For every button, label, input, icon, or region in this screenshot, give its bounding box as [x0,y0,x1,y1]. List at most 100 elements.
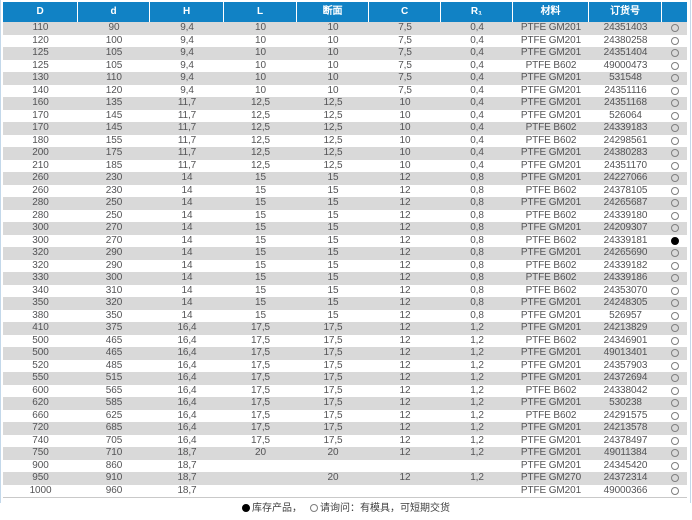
cell-d: 155 [105,134,123,146]
cell-C: 7,5 [398,59,412,71]
cell-L: 17,5 [250,322,271,333]
cell-R1: 0,4 [470,134,484,146]
cell-C: 12 [399,209,411,221]
cell-H: 11,7 [177,159,197,171]
cell-order-number: 49011384 [604,447,647,458]
cell-D: 350 [32,297,49,308]
page-guide-line-left [0,0,1,503]
table-row: 340 310 14 15 15 12 0,8 PTFE B602 24353070 [3,284,687,297]
cell-R1: 1,2 [470,434,484,446]
cell-C: 12 [399,334,411,346]
cell-H: 11,7 [177,122,197,133]
cell-order-number: 24353070 [603,284,648,296]
cell-L [224,460,297,473]
cell-C: 12 [399,447,411,458]
cell-order-number: 24372314 [603,472,648,483]
cell-L: 17,5 [250,384,271,396]
cell-d: 300 [105,272,123,283]
cell-cross-section: 20 [327,472,339,483]
cell-L: 17,5 [250,409,271,421]
inquiry-indicator-icon [670,311,679,320]
cell-order-number: 24351404 [603,47,648,58]
table-row: 200 175 11,7 12,5 12,5 10 0,4 PTFE GM201 2438028… [3,147,687,160]
cell-availability [662,410,687,423]
cell-availability [662,210,687,223]
cell-R1: 0,8 [470,209,484,221]
cell-d: 145 [105,122,123,133]
cell-D: 340 [32,284,49,296]
cell-availability [662,160,687,173]
cell-availability [662,397,687,410]
inquiry-indicator-icon [670,374,679,383]
cell-cross-section: 17,5 [323,347,343,358]
cell-D: 300 [32,234,49,246]
cell-D: 950 [32,472,49,483]
cell-availability [662,172,687,185]
cell-order-number: 49013401 [603,347,648,358]
inquiry-indicator-icon [670,261,679,270]
cell-availability [662,85,687,98]
cell-material: PTFE B602 [525,284,577,296]
inquiry-indicator-icon [670,486,679,495]
cell-C: 7,5 [398,22,412,33]
cell-H: 14 [181,222,193,233]
cell-material: PTFE B602 [525,272,577,283]
inquiry-indicator-icon [670,424,679,433]
table-row: 900 860 18,7 PTFE GM201 24345420 [3,459,687,473]
cell-D: 900 [32,459,49,471]
table-row: 380 350 14 15 15 12 0,8 PTFE GM201 526957 [3,309,687,322]
table-row: 720 685 16,4 17,5 17,5 12 1,2 PTFE GM201 2421357… [3,422,687,435]
cell-material: PTFE GM201 [520,359,582,371]
cell-d: 485 [105,359,123,371]
cell-C: 12 [399,359,411,371]
table-row: 410 375 16,4 17,5 17,5 12 1,2 PTFE GM201 2421382… [3,322,687,335]
cell-d: 710 [105,447,123,458]
cell-availability [662,247,687,260]
column-header-L: L [224,2,297,22]
cell-R1: 1,2 [470,447,484,458]
cell-cross-section: 12,5 [323,159,343,171]
cell-cross-section: 15 [327,309,339,321]
cell-L: 15 [255,197,266,208]
table-row: 300 270 14 15 15 12 0,8 PTFE B602 24339181 [3,234,687,247]
cell-availability [662,360,687,373]
cell-D: 180 [32,134,49,146]
cell-order-number: 24338042 [603,384,648,396]
cell-H: 14 [181,309,193,321]
cell-D: 600 [32,384,49,396]
cell-order-number: 24265687 [603,197,648,208]
table-row: 300 270 14 15 15 12 0,8 PTFE GM201 24209307 [3,222,687,235]
cell-R1: 0,4 [470,109,484,121]
cell-R1: 0,8 [470,172,484,183]
cell-material: PTFE GM201 [520,309,582,321]
cell-availability [662,385,687,398]
cell-order-number: 24380258 [603,34,648,46]
cell-d: 105 [105,59,123,71]
cell-R1: 0,8 [470,247,484,258]
cell-L: 10 [255,59,266,71]
cell-cross-section: 20 [327,447,339,458]
cell-L: 20 [255,447,266,458]
cell-H: 16,4 [177,359,197,371]
cell-R1: 1,2 [470,472,484,483]
cell-L: 12,5 [250,122,271,133]
cell-C: 12 [399,172,411,183]
cell-R1: 1,2 [470,409,484,421]
cell-cross-section: 15 [327,222,339,233]
cell-L: 17,5 [250,422,271,433]
column-header-C: C [369,2,441,22]
cell-order-number: 24339180 [603,209,648,221]
cell-material: PTFE B602 [525,334,577,346]
cell-availability [662,347,687,360]
cell-order-number: 24351403 [603,22,648,33]
cell-d: 565 [105,384,123,396]
cell-availability [662,97,687,110]
cell-order-number: 24298561 [603,134,648,146]
inquiry-indicator-icon [670,449,679,458]
inquiry-indicator-icon [670,199,679,208]
cell-availability [662,147,687,160]
cell-d: 185 [105,159,123,171]
cell-d: 135 [105,97,123,108]
cell-order-number: 24351168 [604,97,647,108]
